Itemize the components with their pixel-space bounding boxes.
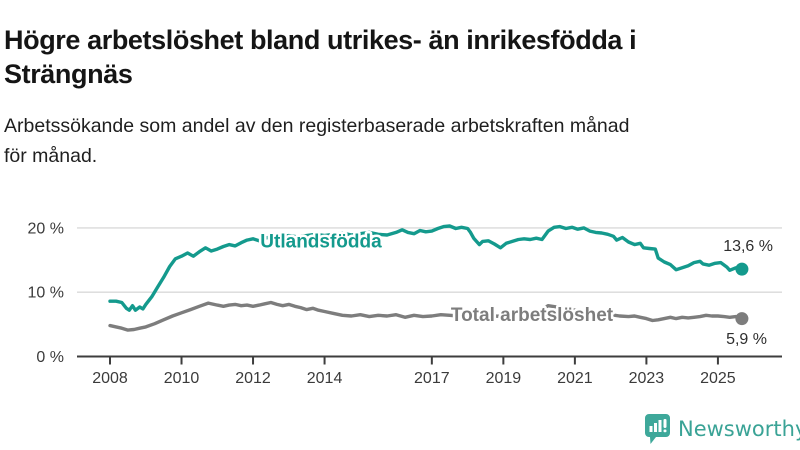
- bar-3: [658, 419, 662, 432]
- series-end-dot-total: [735, 312, 749, 326]
- x-tick-label: 2025: [700, 370, 736, 387]
- y-tick-label: 20 %: [28, 220, 64, 237]
- end-value-label-total: 5,9 %: [726, 331, 767, 348]
- x-tick-label: 2019: [486, 370, 522, 387]
- exclamation-stem: [663, 418, 667, 428]
- exclamation-dot: [663, 429, 667, 432]
- page-title: Högre arbetslöshet bland utrikes- än inr…: [4, 23, 798, 91]
- x-tick-label: 2021: [557, 370, 593, 387]
- bubble-shape: [645, 413, 670, 444]
- series-end-dot-utlandsfodda: [735, 262, 749, 276]
- bar-2: [654, 422, 657, 432]
- newsworthy-bubble-icon: [645, 413, 670, 444]
- chart-subtitle: Arbetssökande som andel av den registerb…: [4, 111, 794, 171]
- series-label-total: Total arbetslöshet: [451, 305, 614, 326]
- series-line-total: [108, 300, 744, 332]
- x-tick-label: 2014: [307, 370, 343, 387]
- x-tick-label: 2012: [235, 370, 271, 387]
- x-tick-label: 2008: [92, 370, 128, 387]
- page-title-line-1: Högre arbetslöshet bland utrikes- än inr…: [4, 25, 637, 56]
- chart-subtitle-line-1: Arbetssökande som andel av den registerb…: [4, 115, 630, 137]
- x-tick-label: 2023: [629, 370, 665, 387]
- newsworthy-wordmark: Newsworthy: [678, 417, 800, 441]
- series-line-utlandsfodda: [108, 224, 744, 312]
- newsworthy-logo: Newsworthy: [644, 411, 800, 447]
- series-label-utlandsfodda: Utlandsfödda: [260, 231, 382, 252]
- x-tick-label: 2010: [164, 370, 200, 387]
- chart-subtitle-line-2: för månad.: [4, 145, 98, 167]
- x-tick-label: 2017: [414, 370, 450, 387]
- page-title-line-2: Strängnäs: [4, 59, 133, 90]
- bar-1: [649, 425, 653, 432]
- y-tick-label: 10 %: [28, 285, 64, 302]
- end-value-label-utlandsfodda: 13,6 %: [723, 238, 773, 255]
- y-tick-label: 0 %: [36, 349, 64, 366]
